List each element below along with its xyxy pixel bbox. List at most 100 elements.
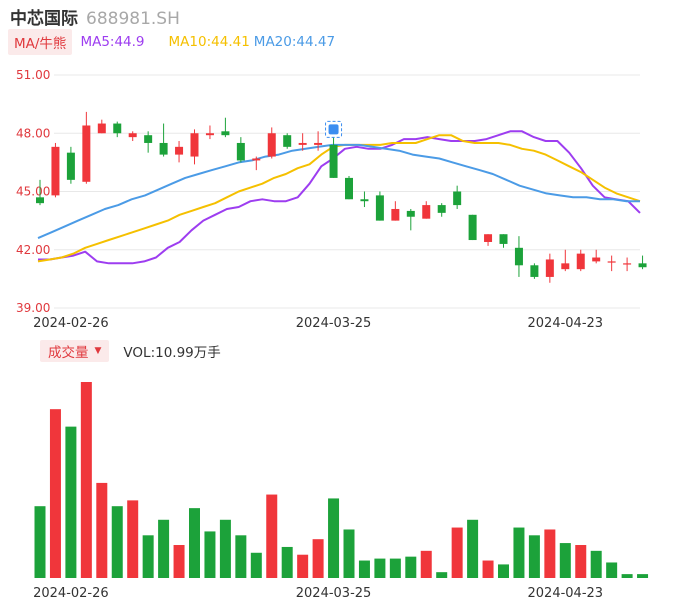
volume-bar xyxy=(173,545,185,578)
volume-bar xyxy=(451,527,463,578)
candle-body xyxy=(159,142,168,155)
volume-bar xyxy=(575,545,587,578)
volume-bar xyxy=(158,519,170,578)
volume-bar xyxy=(559,543,571,578)
y-tick-label: 51.00 xyxy=(16,68,50,82)
candle-body xyxy=(128,133,137,138)
volume-bar xyxy=(111,506,123,578)
candle-body xyxy=(375,195,384,221)
flag-marker-icon-fill xyxy=(328,124,339,135)
volume-bar xyxy=(513,527,525,578)
volume-bar xyxy=(637,574,649,578)
candle-body xyxy=(484,234,493,242)
caret-down-icon: ▼ xyxy=(94,346,102,356)
volume-bar xyxy=(312,539,324,578)
candle-body xyxy=(113,123,122,134)
candle-body xyxy=(499,234,508,244)
candle-body xyxy=(468,214,477,241)
volume-bar xyxy=(498,564,509,578)
volume-x-tick-label: 2024-04-23 xyxy=(528,586,604,601)
volume-bar xyxy=(343,529,355,578)
candle-body xyxy=(144,135,153,143)
y-tick-label: 39.00 xyxy=(16,301,50,315)
volume-bar xyxy=(49,409,61,578)
volume-bar xyxy=(266,494,278,578)
candle-body xyxy=(638,263,647,268)
candle-body xyxy=(190,133,199,157)
candle-body xyxy=(283,135,292,147)
volume-x-tick-label: 2024-03-25 xyxy=(296,586,372,601)
x-tick-label: 2024-04-23 xyxy=(528,316,604,331)
candle-body xyxy=(514,247,523,266)
volume-bar xyxy=(544,529,556,578)
volume-bar xyxy=(34,506,46,578)
candle-body xyxy=(360,199,369,202)
candle-body xyxy=(623,263,632,265)
ma-legend: MA/牛熊 MA5:44.9 MA10:44.41 MA20:44.47 xyxy=(8,29,336,55)
candle-body xyxy=(252,158,261,161)
ma-type-selector[interactable]: MA/牛熊 xyxy=(8,29,73,55)
candle-body xyxy=(406,210,415,217)
volume-bar xyxy=(528,535,540,578)
ma20-legend-label: MA20:44.47 xyxy=(253,34,336,50)
candle-body xyxy=(422,205,431,219)
volume-value-label: VOL:10.99万手 xyxy=(123,345,221,361)
volume-bar xyxy=(189,508,200,578)
stock-name: 中芯国际 xyxy=(10,9,78,29)
candle-body xyxy=(36,197,44,204)
volume-bar xyxy=(374,558,386,578)
ma10-legend-label: MA10:44.41 xyxy=(168,34,250,50)
volume-bar xyxy=(420,550,432,578)
candle-body xyxy=(66,152,75,180)
candle-body xyxy=(298,142,307,145)
volume-legend: 成交量 ▼ VOL:10.99万手 xyxy=(40,340,221,362)
ma20-line xyxy=(37,143,640,240)
volume-bar xyxy=(250,552,262,578)
candle-body xyxy=(576,253,585,270)
candle-body xyxy=(453,191,462,206)
volume-bar xyxy=(297,554,309,578)
candle-body xyxy=(236,142,245,161)
volume-bar xyxy=(436,572,448,578)
volume-x-tick-label: 2024-02-26 xyxy=(33,586,109,601)
volume-bar xyxy=(358,560,370,578)
stock-code: 688981.SH xyxy=(86,9,180,29)
volume-bar xyxy=(281,546,293,578)
candle-body xyxy=(545,259,554,277)
volume-bar xyxy=(127,500,139,578)
volume-bar xyxy=(621,574,633,578)
candle-body xyxy=(221,131,230,136)
candle-body xyxy=(267,133,276,157)
ma5-legend-label: MA5:44.9 xyxy=(80,34,145,50)
volume-bar xyxy=(65,426,77,578)
candle-body xyxy=(437,205,446,213)
candle-body xyxy=(314,142,323,145)
y-tick-label: 48.00 xyxy=(16,126,50,140)
candle-body xyxy=(391,208,400,221)
candle-body xyxy=(205,133,214,136)
x-tick-label: 2024-03-25 xyxy=(296,316,372,331)
volume-bar xyxy=(606,562,618,578)
candle-body xyxy=(561,263,570,270)
candle-body xyxy=(97,123,106,134)
y-tick-label: 45.00 xyxy=(16,185,50,199)
candle-body xyxy=(82,125,91,182)
volume-bar xyxy=(590,550,602,578)
volume-bar xyxy=(204,531,216,578)
volume-tag-label: 成交量 xyxy=(48,345,89,361)
header: 中芯国际 688981.SH xyxy=(10,4,180,29)
candle-body xyxy=(607,261,616,263)
candle-body xyxy=(530,265,539,277)
volume-bar xyxy=(219,519,231,578)
candle-body xyxy=(329,144,338,178)
volume-bar xyxy=(96,482,108,578)
volume-bar xyxy=(328,498,340,578)
x-tick-label: 2024-02-26 xyxy=(33,316,109,331)
volume-bar xyxy=(405,556,417,578)
candle-body xyxy=(345,177,353,200)
candle-body xyxy=(592,257,601,262)
volume-bar xyxy=(389,558,401,578)
y-tick-label: 42.00 xyxy=(16,243,50,257)
volume-indicator-selector[interactable]: 成交量 ▼ xyxy=(40,340,110,362)
